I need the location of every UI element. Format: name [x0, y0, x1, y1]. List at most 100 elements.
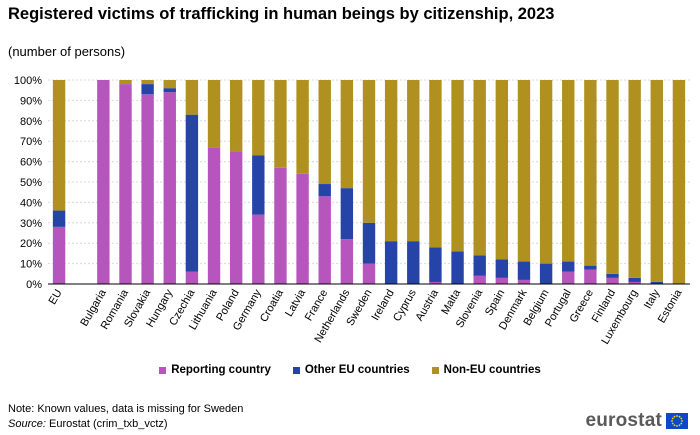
bar-segment-non_eu: [650, 80, 663, 282]
bar-segment-other_eu: [340, 188, 354, 240]
bar-segment-non_eu: [584, 80, 597, 266]
legend-label-reporting: Reporting country: [171, 364, 271, 376]
y-tick-label: 60%: [20, 157, 42, 169]
bar-segment-non_eu: [628, 80, 641, 278]
bar-segment-reporting: [163, 92, 176, 285]
bar-segment-other_eu: [429, 247, 442, 282]
bar-segment-non_eu: [163, 80, 176, 89]
legend: Reporting country Other EU countries Non…: [0, 364, 700, 376]
bar-segment-reporting: [141, 94, 154, 284]
bar-segment-other_eu: [495, 259, 509, 278]
bar-segment-reporting: [429, 281, 442, 284]
eurostat-logo: eurostat: [585, 410, 688, 432]
legend-item-non-eu: Non-EU countries: [431, 364, 541, 376]
source-label: Source:: [8, 418, 46, 430]
bar-segment-non_eu: [606, 80, 619, 274]
bar-segment-other_eu: [562, 261, 575, 272]
y-tick-label: 0%: [26, 279, 42, 291]
y-tick-label: 10%: [20, 259, 42, 271]
bar-segment-reporting: [97, 80, 110, 284]
bar-segment-other_eu: [407, 241, 420, 284]
y-tick-label: 70%: [20, 136, 42, 148]
bar-segment-non_eu: [119, 80, 132, 85]
legend-swatch-non-eu: [431, 366, 439, 374]
legend-swatch-reporting: [159, 366, 167, 374]
eu-flag-icon: [666, 413, 688, 429]
bar-segment-non_eu: [473, 80, 486, 256]
bar-segment-non_eu: [539, 80, 553, 264]
bar-segment-non_eu: [451, 80, 464, 252]
bar-segment-non_eu: [274, 80, 287, 168]
bar-segment-non_eu: [429, 80, 442, 248]
y-tick-label: 50%: [20, 177, 42, 189]
bar-segment-non_eu: [407, 80, 420, 242]
chart-source: Source: Eurostat (crim_txb_vctz): [8, 418, 168, 430]
legend-item-other-eu: Other EU countries: [292, 364, 410, 376]
bar-segment-non_eu: [229, 80, 243, 152]
y-tick-label: 40%: [20, 197, 42, 209]
bar-segment-non_eu: [495, 80, 509, 260]
bar-segment-other_eu: [52, 210, 66, 227]
x-category-label: Croatia: [258, 287, 287, 324]
bar-segment-other_eu: [362, 222, 376, 264]
bar-segment-reporting: [52, 226, 66, 284]
bar-segment-reporting: [229, 151, 243, 284]
bar-segment-other_eu: [252, 155, 265, 215]
y-tick-label: 20%: [20, 238, 42, 250]
bar-segment-reporting: [362, 263, 376, 284]
bar-segment-non_eu: [252, 80, 265, 156]
bar-segment-reporting: [628, 281, 641, 284]
bar-segment-non_eu: [672, 80, 686, 284]
bar-segment-other_eu: [650, 281, 663, 284]
legend-label-other-eu: Other EU countries: [304, 364, 410, 376]
bar-segment-other_eu: [584, 265, 597, 270]
bar-segment-reporting: [318, 196, 331, 284]
bar-segment-reporting: [584, 269, 597, 284]
bar-segment-reporting: [296, 173, 309, 284]
bar-segment-reporting: [562, 271, 575, 284]
bar-segment-reporting: [207, 147, 221, 284]
x-category-label: Italy: [642, 287, 663, 311]
bar-segment-other_eu: [163, 88, 176, 93]
y-tick-label: 90%: [20, 95, 42, 107]
bar-segment-reporting: [473, 275, 486, 284]
chart-title: Registered victims of trafficking in hum…: [8, 5, 555, 23]
bar-segment-reporting: [340, 239, 354, 284]
bar-segment-non_eu: [52, 80, 66, 211]
logo-text: eurostat: [585, 410, 662, 431]
bar-segment-other_eu: [517, 261, 531, 280]
source-text: Eurostat (crim_txb_vctz): [48, 418, 168, 430]
x-category-label: EU: [47, 287, 65, 306]
bar-segment-other_eu: [628, 277, 641, 282]
bar-segment-other_eu: [606, 273, 619, 278]
chart-note: Note: Known values, data is missing for …: [8, 403, 244, 415]
bar-segment-other_eu: [539, 263, 553, 284]
bar-segment-non_eu: [207, 80, 221, 148]
bar-segment-non_eu: [185, 80, 199, 115]
y-tick-label: 100%: [14, 75, 42, 87]
legend-swatch-other-eu: [292, 366, 300, 374]
bar-segment-non_eu: [296, 80, 309, 174]
bar-segment-other_eu: [451, 251, 464, 284]
bar-segment-other_eu: [185, 114, 199, 272]
bar-segment-non_eu: [384, 80, 398, 242]
y-tick-label: 30%: [20, 218, 42, 230]
y-tick-label: 80%: [20, 116, 42, 128]
legend-item-reporting: Reporting country: [159, 364, 271, 376]
bar-segment-reporting: [119, 84, 132, 284]
bar-segment-reporting: [517, 279, 531, 284]
bar-segment-reporting: [252, 214, 265, 284]
bar-segment-non_eu: [141, 80, 154, 85]
bar-segment-non_eu: [340, 80, 354, 189]
chart-subtitle: (number of persons): [8, 44, 126, 59]
bar-segment-non_eu: [318, 80, 331, 185]
bar-segment-other_eu: [473, 255, 486, 276]
bar-segment-reporting: [606, 277, 619, 284]
bar-segment-other_eu: [318, 184, 331, 197]
x-category-label: Austria: [413, 287, 441, 323]
bar-segment-reporting: [185, 271, 199, 284]
bar-segment-non_eu: [517, 80, 531, 262]
bar-segment-non_eu: [562, 80, 575, 262]
bar-segment-reporting: [495, 277, 509, 284]
